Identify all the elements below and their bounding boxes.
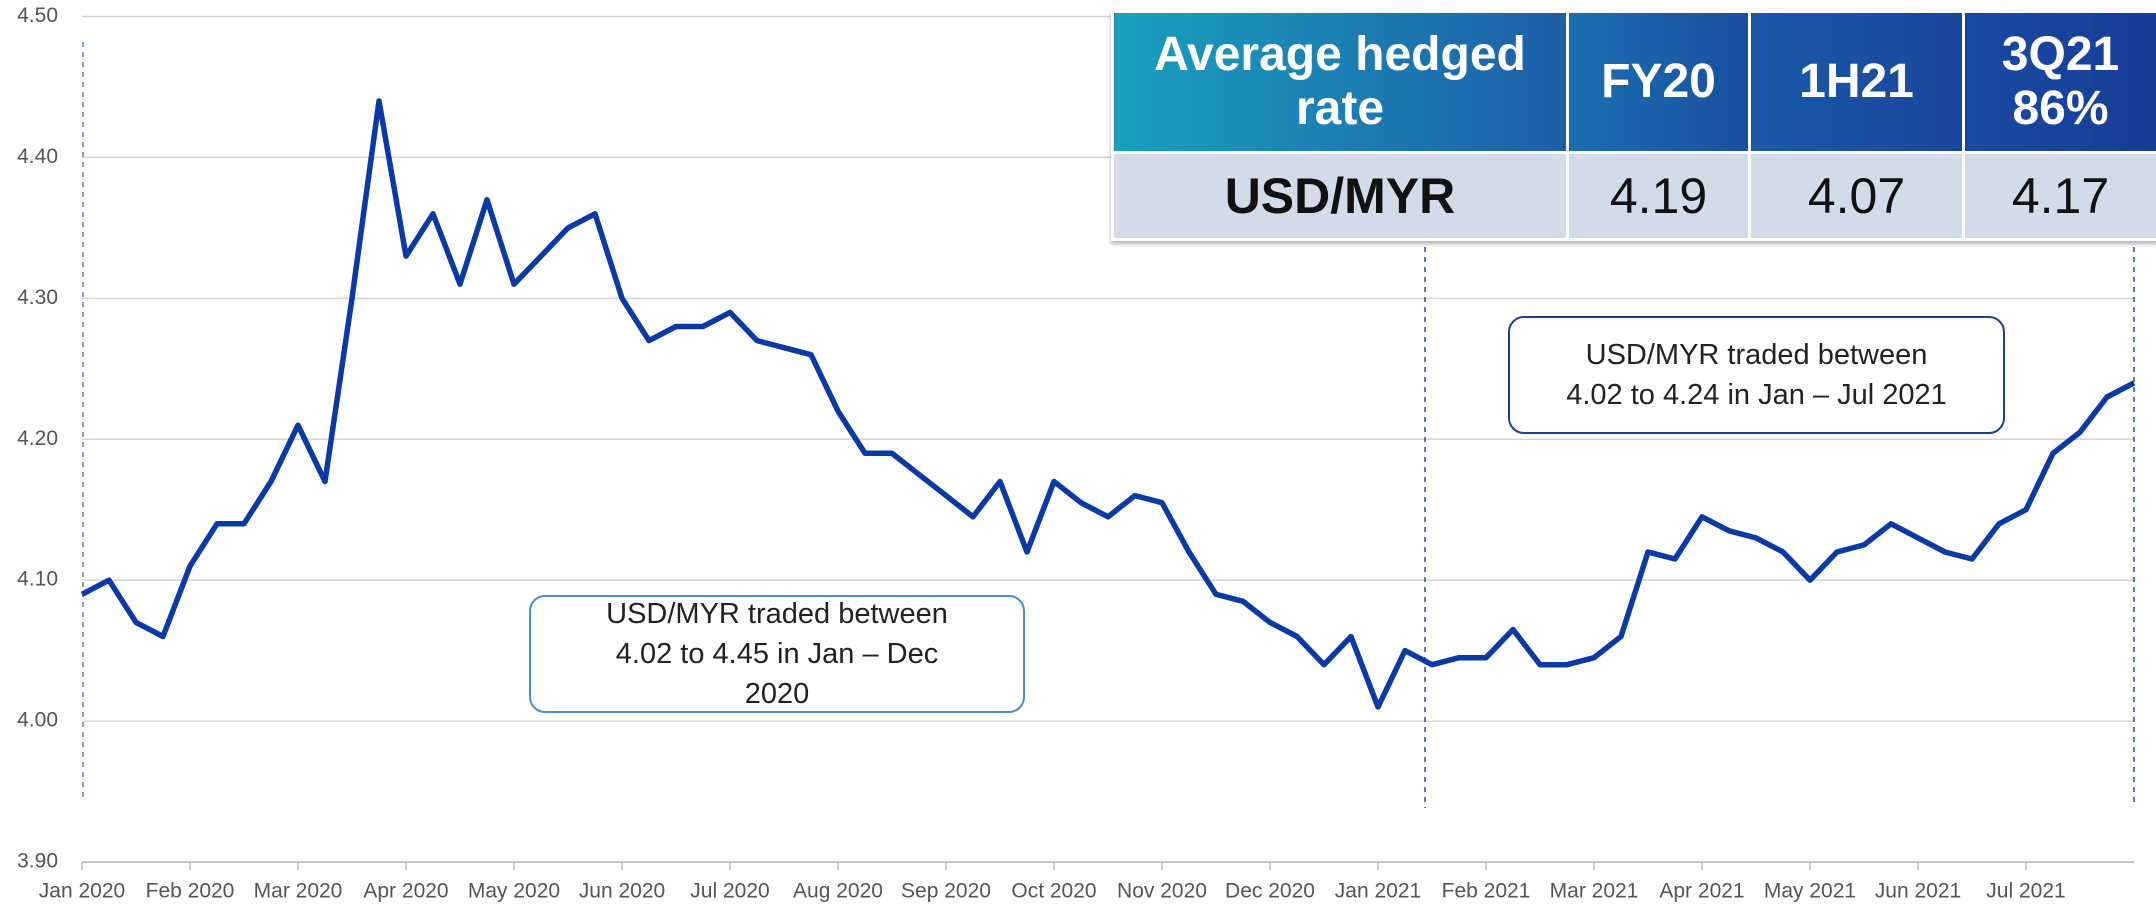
y-tick-label: 4.50 <box>17 4 58 27</box>
x-tick-label: Feb 2021 <box>1442 880 1531 903</box>
x-tick-label: Aug 2020 <box>793 880 883 903</box>
x-tick-label: Sep 2020 <box>901 880 991 903</box>
x-tick-label: May 2021 <box>1764 880 1856 903</box>
x-tick-label: Mar 2020 <box>254 880 343 903</box>
cell: USD/MYR <box>1111 151 1569 241</box>
x-tick-label: Apr 2021 <box>1659 880 1744 903</box>
cell: 4.07 <box>1748 151 1965 241</box>
x-tick-label: Jul 2020 <box>690 880 769 903</box>
x-tick-label: May 2020 <box>468 880 560 903</box>
x-tick-label: Mar 2021 <box>1550 880 1639 903</box>
x-tick-label: Feb 2020 <box>146 880 235 903</box>
x-tick-label: Apr 2020 <box>363 880 448 903</box>
y-tick-label: 4.30 <box>17 286 58 309</box>
x-tick-label: Jan 2020 <box>39 880 125 903</box>
annotation: USD/MYR traded between 4.02 to 4.24 in J… <box>1508 316 2005 434</box>
annotation: USD/MYR traded between 4.02 to 4.45 in J… <box>529 595 1025 713</box>
y-tick-label: 3.90 <box>17 850 58 873</box>
x-tick-label: Nov 2020 <box>1117 880 1207 903</box>
table-header: Average hedged rate FY20 1H21 3Q21 86% <box>1111 10 2156 154</box>
y-tick-label: 4.20 <box>17 427 58 450</box>
x-tick-label: Jul 2021 <box>1986 880 2065 903</box>
table-row: USD/MYR 4.19 4.07 4.17 <box>1111 151 2156 241</box>
line-series <box>80 98 2136 710</box>
header-cell: 1H21 <box>1748 10 1965 154</box>
x-tick-label: Oct 2020 <box>1011 880 1096 903</box>
y-tick-label: 4.10 <box>17 568 58 591</box>
y-tick-label: 4.40 <box>17 145 58 168</box>
hedge-table: Average hedged rate FY20 1H21 3Q21 86% U… <box>1111 10 2156 241</box>
x-tick-label: Jan 2021 <box>1335 880 1421 903</box>
header-cell: FY20 <box>1566 10 1751 154</box>
cell: 4.19 <box>1566 151 1751 241</box>
header-cell: 3Q21 86% <box>1962 10 2156 154</box>
x-tick-label: Dec 2020 <box>1225 880 1315 903</box>
cell: 4.17 <box>1962 151 2156 241</box>
x-tick-label: Jun 2021 <box>1875 880 1961 903</box>
y-tick-label: 4.00 <box>17 709 58 732</box>
x-tick-label: Jun 2020 <box>579 880 665 903</box>
header-cell: Average hedged rate <box>1111 10 1569 154</box>
